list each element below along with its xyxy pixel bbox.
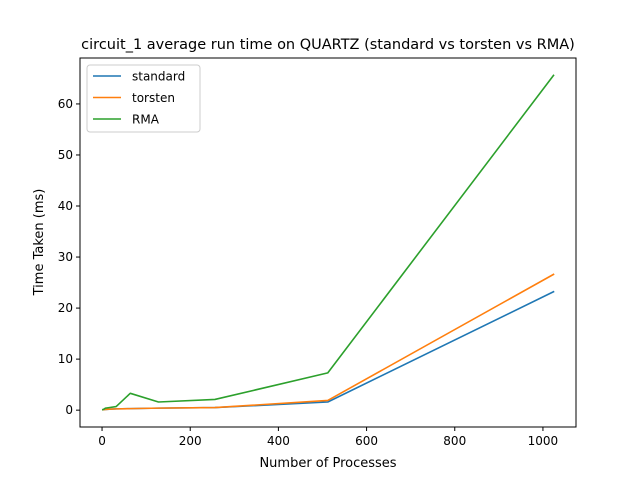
x-axis-ticks: 0 200 400 600 800 1000 — [98, 427, 558, 448]
y-tick-label: 40 — [58, 199, 73, 213]
chart-title: circuit_1 average run time on QUARTZ (st… — [81, 37, 575, 53]
y-tick-label: 10 — [58, 352, 73, 366]
plot-area-frame — [79, 57, 577, 428]
y-tick-label: 50 — [58, 148, 73, 162]
legend-label-rma: RMA — [132, 113, 160, 127]
x-tick-label: 600 — [355, 434, 378, 448]
y-axis-label: Time Taken (ms) — [32, 189, 47, 297]
y-tick-label: 60 — [58, 97, 73, 111]
x-tick-label: 0 — [98, 434, 106, 448]
legend: standard torsten RMA — [86, 64, 201, 133]
y-tick-label: 30 — [58, 250, 73, 264]
legend-label-torsten: torsten — [132, 91, 175, 105]
y-tick-label: 20 — [58, 301, 73, 315]
series-layer — [101, 74, 555, 411]
x-tick-label: 400 — [267, 434, 290, 448]
legend-label-standard: standard — [132, 70, 185, 84]
y-tick-label: 0 — [65, 403, 73, 417]
x-tick-label: 200 — [179, 434, 202, 448]
series-line-rma — [101, 74, 555, 411]
x-tick-label: 800 — [443, 434, 466, 448]
x-tick-label: 1000 — [528, 434, 559, 448]
x-axis-label: Number of Processes — [259, 456, 396, 471]
y-axis-ticks: 0 10 20 30 40 50 60 — [58, 97, 80, 417]
legend-box — [86, 64, 201, 133]
